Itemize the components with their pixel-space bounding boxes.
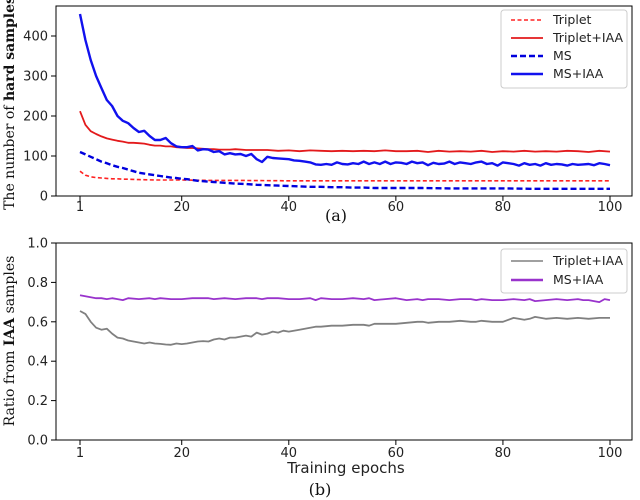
panel-b-y-label: Ratio from IAA samples xyxy=(2,256,18,427)
panel-a-caption: (a) xyxy=(325,206,347,225)
x-tick-label-b-1: 20 xyxy=(173,446,190,461)
y-tick-label-a-2: 200 xyxy=(23,110,48,125)
x-tick-label-a-3: 60 xyxy=(388,200,405,215)
panel-b-y-label-suffix: samples xyxy=(2,256,18,318)
y-tick-label-a-0: 0 xyxy=(40,190,48,205)
x-tick-label-b-3: 60 xyxy=(388,446,405,461)
panel-b-frame xyxy=(55,242,633,441)
panel-a-y-label-bold: hard samples xyxy=(2,0,18,101)
x-tick-label-a-2: 40 xyxy=(281,200,298,215)
panel-b-y-label-prefix: Ratio from xyxy=(2,346,18,426)
panel-b-series xyxy=(79,294,611,346)
panel-b-y-label-bold: IAA xyxy=(2,317,18,346)
series-line-a-3 xyxy=(78,13,611,167)
y-tick-label-a-1: 100 xyxy=(23,150,48,165)
panel-a-x-ticks: 1 20 40 60 80 100 xyxy=(76,196,623,215)
series-line-a-1 xyxy=(79,110,611,153)
x-tick-label-b-4: 80 xyxy=(495,446,512,461)
y-tick-label-b-4: 0.8 xyxy=(27,276,48,291)
panel-a-legend: Triplet Triplet+IAA MS MS+IAA xyxy=(500,9,628,89)
panel-a-series xyxy=(78,13,611,190)
panel-a-hard-samples: 0 100 200 300 400 1 20 40 60 80 100 The number of… xyxy=(2,0,633,225)
panel-a-y-ticks: 0 100 200 300 400 xyxy=(23,30,56,205)
panel-b-x-label: Training epochs xyxy=(286,459,405,477)
x-tick-label-b-2: 40 xyxy=(281,446,298,461)
x-tick-label-a-4: 80 xyxy=(495,200,512,215)
series-line-b-1 xyxy=(79,294,611,303)
panel-a-legend-box xyxy=(500,9,628,89)
y-tick-label-b-5: 1.0 xyxy=(27,237,48,252)
x-tick-label-b-5: 100 xyxy=(598,446,623,461)
x-tick-label-a-5: 100 xyxy=(598,200,623,215)
x-tick-label-a-1: 20 xyxy=(173,200,190,215)
legend-a-triplet: Triplet xyxy=(552,12,592,27)
panel-b-legend: Triplet+IAA MS+IAA xyxy=(500,248,628,294)
y-tick-label-a-3: 300 xyxy=(23,70,48,85)
series-line-a-2 xyxy=(79,150,610,190)
panel-a-frame xyxy=(55,5,633,197)
panel-b-legend-box xyxy=(500,248,628,294)
legend-b-ms-iaa: MS+IAA xyxy=(553,272,604,287)
legend-a-ms-iaa: MS+IAA xyxy=(553,66,604,81)
panel-b-iaa-ratio: 0.0 0.2 0.4 0.6 0.8 1.0 1 20 40 60 80 100 Ratio fr… xyxy=(2,237,633,499)
x-tick-label-a-0: 1 xyxy=(76,200,84,215)
legend-a-triplet-iaa: Triplet+IAA xyxy=(552,30,623,45)
y-tick-label-a-4: 400 xyxy=(23,30,48,45)
panel-b-x-ticks: 1 20 40 60 80 100 xyxy=(76,440,623,461)
legend-b-triplet-iaa: Triplet+IAA xyxy=(552,253,623,268)
series-line-a-0 xyxy=(79,170,610,182)
y-tick-label-b-1: 0.2 xyxy=(27,394,48,409)
x-tick-label-b-0: 1 xyxy=(76,446,84,461)
panel-a-y-label: The number of hard samples xyxy=(2,0,18,210)
panel-b-caption: (b) xyxy=(309,480,332,499)
panel-b-y-ticks: 0.0 0.2 0.4 0.6 0.8 1.0 xyxy=(27,237,56,449)
y-tick-label-b-2: 0.4 xyxy=(27,355,48,370)
series-line-b-0 xyxy=(79,310,610,346)
panel-a-y-label-prefix: The number of xyxy=(2,101,18,210)
legend-a-ms: MS xyxy=(553,48,572,63)
y-tick-label-b-3: 0.6 xyxy=(27,315,48,330)
y-tick-label-b-0: 0.0 xyxy=(27,434,48,449)
